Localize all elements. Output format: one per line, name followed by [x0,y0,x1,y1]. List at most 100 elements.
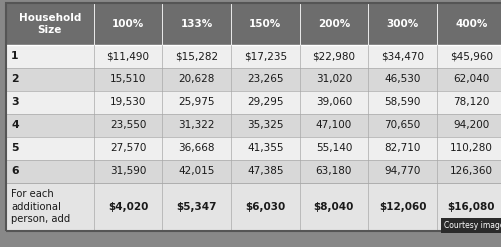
Text: $15,282: $15,282 [175,51,218,62]
Bar [300,114,368,137]
Text: 31,322: 31,322 [178,120,215,130]
Text: 58,590: 58,590 [384,97,421,107]
Bar [437,137,501,160]
Text: 4: 4 [11,120,19,130]
Text: 100%: 100% [112,19,144,29]
Bar [6,68,94,91]
Bar [94,3,162,45]
Bar [231,183,300,231]
Text: 133%: 133% [180,19,213,29]
Text: 150%: 150% [249,19,282,29]
Text: 94,200: 94,200 [453,120,489,130]
Bar [300,137,368,160]
Bar [94,137,162,160]
Text: 25,975: 25,975 [178,97,215,107]
Text: 5: 5 [11,143,19,153]
Bar [437,45,501,68]
Text: 36,668: 36,668 [178,143,215,153]
Bar [231,137,300,160]
Bar [231,68,300,91]
Text: For each
additional
person, add: For each additional person, add [11,189,70,224]
Text: 19,530: 19,530 [110,97,146,107]
Bar [368,114,437,137]
Text: 300%: 300% [386,19,419,29]
Text: 94,770: 94,770 [384,166,421,176]
Bar [6,160,94,183]
Bar [6,114,94,137]
Bar [6,137,94,160]
Text: 39,060: 39,060 [316,97,352,107]
Text: $8,040: $8,040 [314,202,354,212]
Text: 62,040: 62,040 [453,74,489,84]
Bar [368,160,437,183]
Text: 41,355: 41,355 [247,143,284,153]
Bar [94,160,162,183]
Bar [368,45,437,68]
Bar [231,91,300,114]
Text: 31,020: 31,020 [316,74,352,84]
Text: 200%: 200% [318,19,350,29]
Bar [162,91,231,114]
Bar [94,68,162,91]
Text: 70,650: 70,650 [384,120,421,130]
Text: $4,020: $4,020 [108,202,148,212]
Text: Household
Size: Household Size [19,13,81,35]
Bar [437,114,501,137]
Text: 1: 1 [11,51,19,62]
Text: Courtesy image: Courtesy image [443,221,501,230]
Text: 47,385: 47,385 [247,166,284,176]
Bar [368,137,437,160]
Bar [437,3,501,45]
Bar [368,183,437,231]
Bar [300,68,368,91]
Text: 55,140: 55,140 [316,143,352,153]
Text: 27,570: 27,570 [110,143,146,153]
Bar [162,137,231,160]
Bar [300,183,368,231]
Text: $5,347: $5,347 [176,202,217,212]
Text: 15,510: 15,510 [110,74,146,84]
Bar [6,3,94,45]
Bar [231,160,300,183]
Text: 47,100: 47,100 [316,120,352,130]
Text: 63,180: 63,180 [316,166,352,176]
Bar [437,183,501,231]
Bar [300,91,368,114]
Text: 23,265: 23,265 [247,74,284,84]
Bar [437,68,501,91]
Bar [94,114,162,137]
Bar [6,45,94,68]
Text: 110,280: 110,280 [450,143,492,153]
Text: 29,295: 29,295 [247,97,284,107]
Text: $17,235: $17,235 [243,51,287,62]
Text: 82,710: 82,710 [384,143,421,153]
Bar [231,114,300,137]
Text: 2: 2 [11,74,19,84]
Bar [162,45,231,68]
Text: $16,080: $16,080 [447,202,495,212]
Bar [437,160,501,183]
Bar [162,3,231,45]
Text: $11,490: $11,490 [107,51,149,62]
Bar [300,3,368,45]
Text: $6,030: $6,030 [245,202,286,212]
Bar [94,183,162,231]
Bar [94,91,162,114]
Text: 126,360: 126,360 [450,166,492,176]
Bar [231,3,300,45]
Text: 6: 6 [11,166,19,176]
Bar [162,114,231,137]
Bar [162,68,231,91]
Bar [94,45,162,68]
Text: 20,628: 20,628 [178,74,215,84]
Text: $12,060: $12,060 [379,202,426,212]
Bar [368,68,437,91]
Text: 31,590: 31,590 [110,166,146,176]
Text: 3: 3 [11,97,19,107]
Text: $45,960: $45,960 [450,51,492,62]
Text: $22,980: $22,980 [313,51,355,62]
Text: $34,470: $34,470 [381,51,424,62]
Bar [6,183,94,231]
Text: 46,530: 46,530 [384,74,421,84]
Bar [437,91,501,114]
